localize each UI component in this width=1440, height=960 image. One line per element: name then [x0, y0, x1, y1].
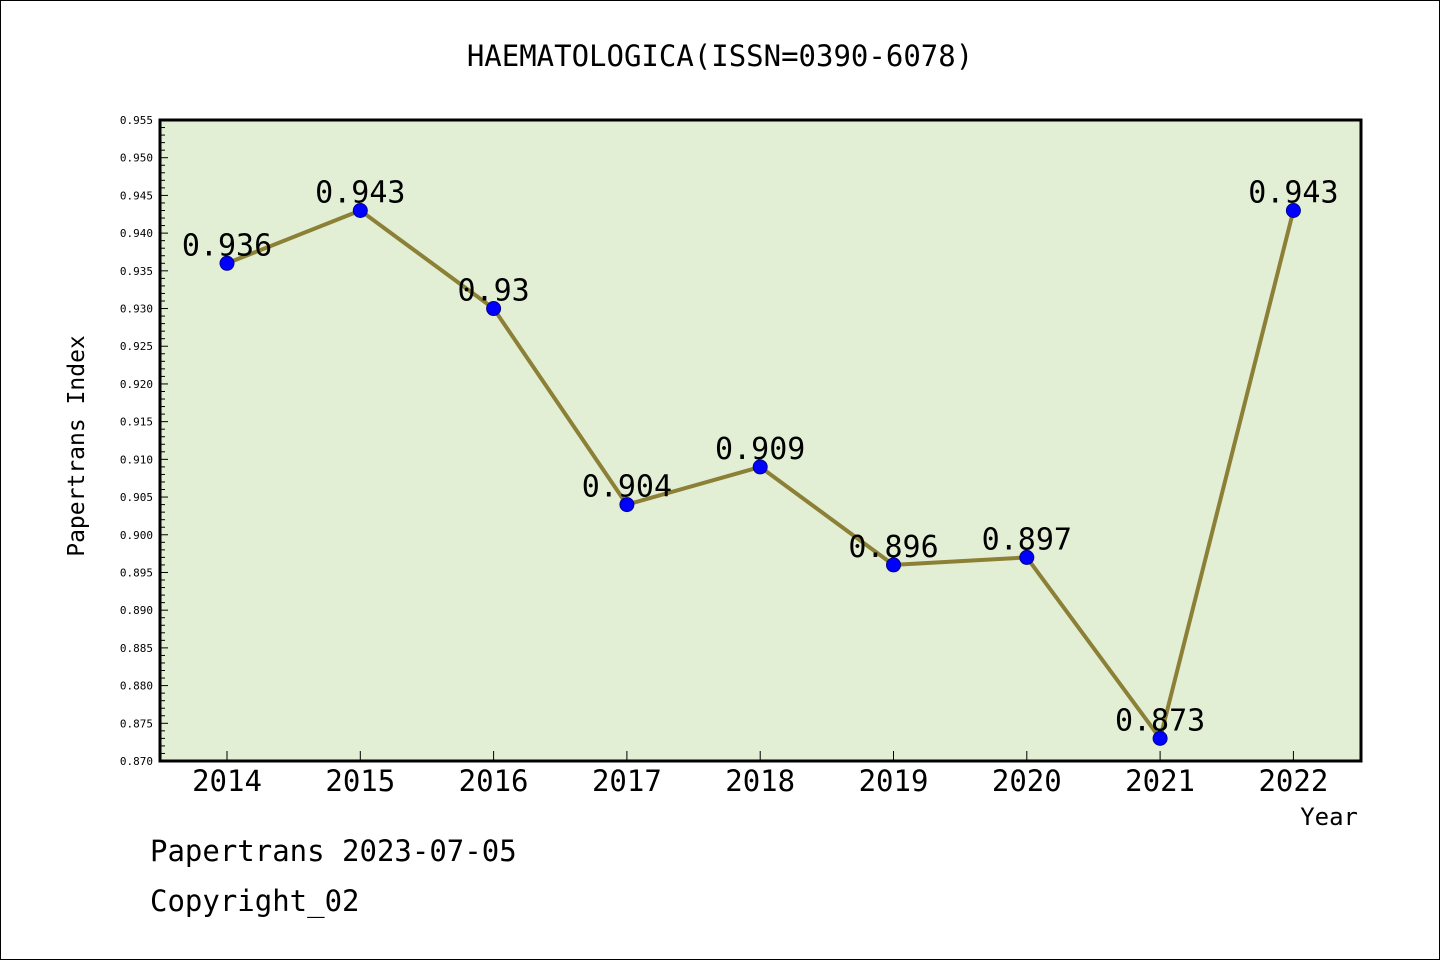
data-label: 0.943 [315, 175, 405, 210]
y-tick-label: 0.870 [120, 755, 153, 768]
chart-title: HAEMATOLOGICA(ISSN=0390-6078) [467, 39, 973, 73]
x-tick-label: 2019 [859, 764, 929, 798]
x-tick-label: 2021 [1125, 764, 1195, 798]
data-point-marker [1019, 549, 1035, 565]
data-label: 0.873 [1115, 703, 1205, 738]
y-tick-label: 0.940 [120, 227, 153, 240]
data-point-marker [1285, 202, 1301, 218]
x-axis: 2014 2015 2016 2017 2018 2019 2020 2021 2022 [192, 751, 1328, 798]
data-label: 0.909 [715, 432, 805, 467]
x-tick-label: 2016 [459, 764, 529, 798]
plot-area [158, 118, 1363, 763]
data-point-marker [886, 557, 901, 573]
x-tick-label: 2015 [325, 764, 395, 798]
y-axis-label: Papertrans Index [64, 335, 90, 557]
data-point-marker [1152, 730, 1168, 746]
y-tick-label: 0.890 [120, 604, 153, 617]
x-tick-label: 2014 [192, 764, 262, 798]
y-tick-label: 0.875 [120, 717, 153, 730]
y-tick-label: 0.920 [120, 378, 153, 391]
y-tick-label: 0.955 [120, 114, 153, 127]
data-point-marker [352, 202, 368, 218]
y-tick-label: 0.910 [120, 453, 153, 466]
y-tick-label: 0.900 [120, 529, 153, 542]
y-tick-label: 0.925 [120, 340, 153, 353]
x-tick-label: 2020 [992, 764, 1062, 798]
x-tick-label: 2022 [1258, 764, 1328, 798]
data-label: 0.936 [182, 228, 272, 263]
data-point-marker [219, 255, 235, 271]
y-tick-label: 0.945 [120, 189, 153, 202]
data-point-marker [486, 301, 502, 317]
series-0: 0.936 0.943 0.93 0.904 0.909 0.896 0.897 0.873 0… [182, 175, 1339, 746]
x-axis-label: Year [1300, 803, 1358, 831]
data-point-marker [619, 497, 635, 513]
data-point-marker [752, 459, 768, 475]
y-tick-label: 0.905 [120, 491, 153, 504]
y-tick-label: 0.930 [120, 303, 153, 316]
footer-source: Papertrans 2023-07-05 [150, 834, 517, 868]
x-tick-label: 2017 [592, 764, 662, 798]
data-label: 0.896 [848, 530, 938, 565]
y-tick-label: 0.915 [120, 416, 153, 429]
data-label: 0.943 [1248, 175, 1338, 210]
data-label: 0.897 [982, 522, 1072, 557]
y-tick-label: 0.895 [120, 566, 153, 579]
y-axis: 0.870 0.875 0.880 0.885 0.890 0.895 0.900 0.905… [120, 114, 168, 768]
y-tick-label: 0.880 [120, 680, 153, 693]
y-tick-label: 0.885 [120, 642, 153, 655]
x-tick-label: 2018 [725, 764, 795, 798]
y-tick-label: 0.950 [120, 152, 153, 165]
y-tick-label: 0.935 [120, 265, 153, 278]
footer-copyright: Copyright_02 [150, 884, 360, 918]
data-label: 0.93 [457, 274, 529, 309]
data-label: 0.904 [582, 470, 672, 505]
